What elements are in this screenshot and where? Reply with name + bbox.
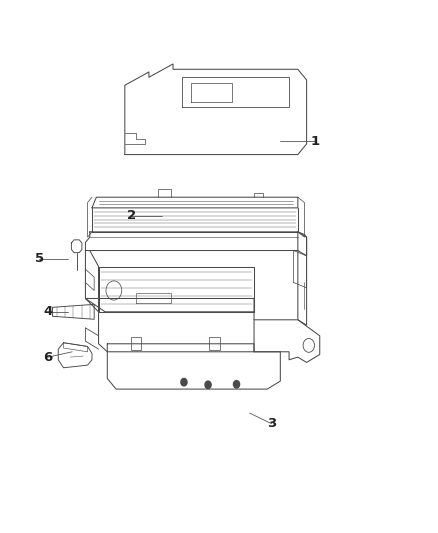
Text: 6: 6 [43,351,53,364]
Bar [131,337,141,350]
Text: 4: 4 [43,305,53,318]
Text: 3: 3 [267,417,276,430]
Circle shape [181,378,187,386]
Circle shape [233,381,240,388]
Text: 2: 2 [127,209,136,222]
Bar [209,337,220,350]
Text: 1: 1 [311,135,320,148]
Circle shape [205,381,211,389]
Text: 5: 5 [35,252,44,265]
